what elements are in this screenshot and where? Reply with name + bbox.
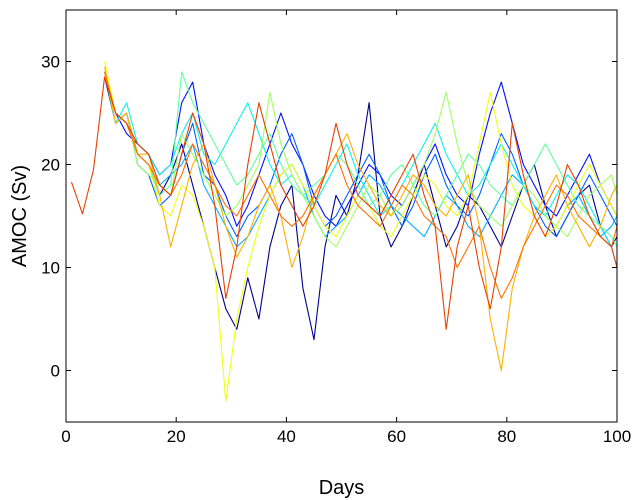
x-axis-title: Days	[319, 477, 365, 499]
x-tick-label: 60	[387, 427, 406, 446]
series-line-5	[104, 71, 618, 268]
x-tick-label: 80	[497, 427, 516, 446]
x-tick-label: 100	[603, 427, 631, 446]
x-tick-label: 20	[167, 427, 186, 446]
series-line-10	[104, 71, 618, 299]
series-line-7	[104, 71, 618, 248]
ticks-layer: 0 20 40 60 80 100 0 10 20 30	[41, 10, 631, 446]
series-line-9	[104, 66, 618, 372]
series-line-11	[70, 76, 618, 330]
x-tick-label: 40	[277, 427, 296, 446]
y-tick-label: 20	[41, 156, 60, 175]
series-layer	[70, 61, 618, 402]
y-tick-label: 10	[41, 259, 60, 278]
y-tick-label: 0	[51, 362, 60, 381]
plot-frame	[65, 9, 618, 423]
x-tick-label: 0	[61, 427, 70, 446]
y-tick-label: 30	[41, 53, 60, 72]
series-line-3	[104, 71, 618, 238]
y-axis-title: AMOC (Sv)	[9, 165, 31, 267]
series-line-1	[104, 76, 618, 341]
